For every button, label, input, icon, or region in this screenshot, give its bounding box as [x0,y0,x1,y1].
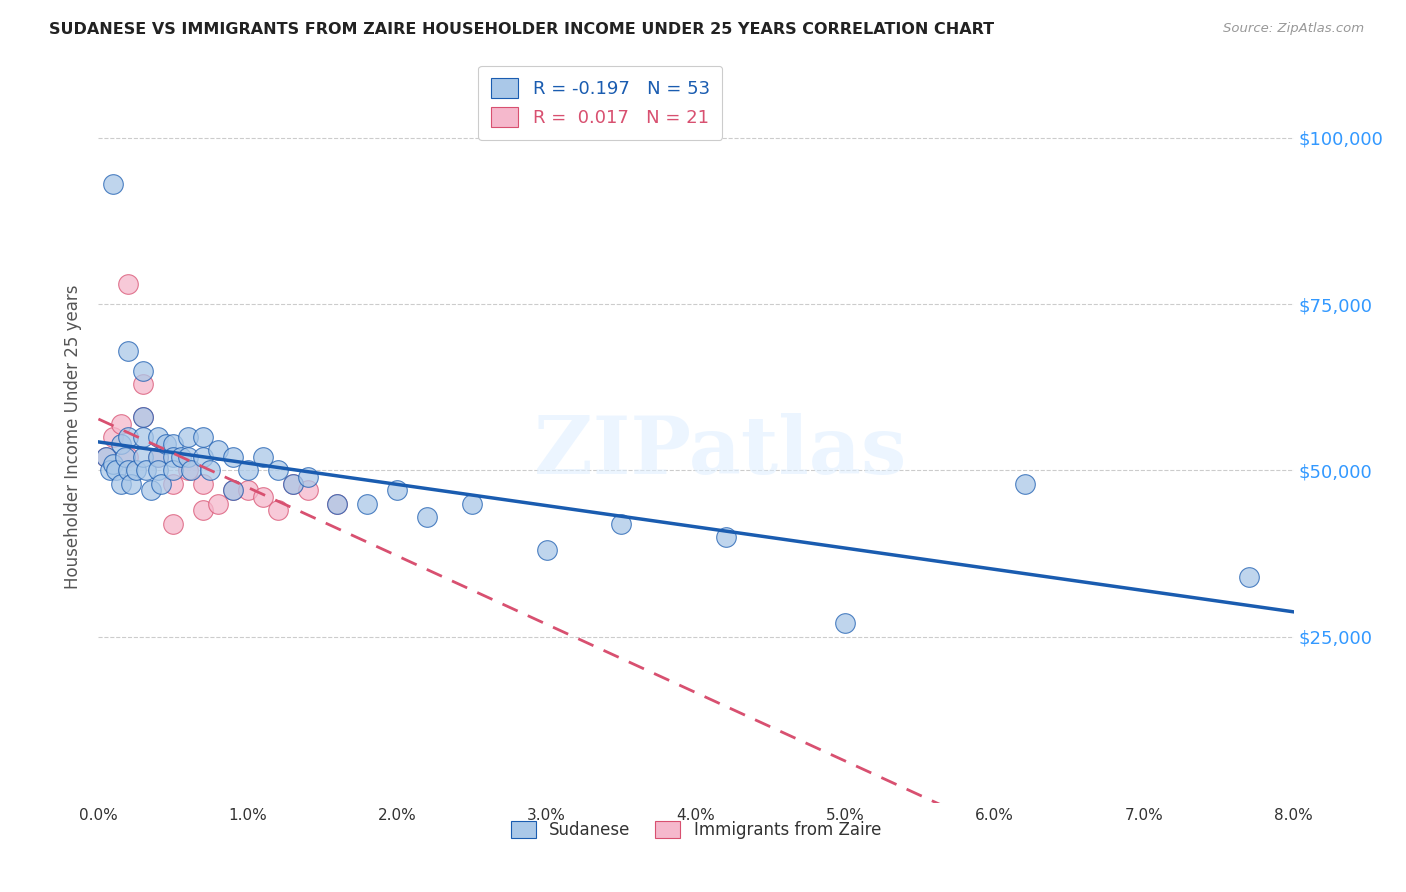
Point [222,450,245,464]
Point [610,516,633,531]
Point [191,503,214,517]
Point [117,277,139,292]
Point [207,443,229,458]
Point [114,450,136,464]
Point [110,476,132,491]
Point [267,503,290,517]
Point [132,410,155,425]
Point [461,497,484,511]
Point [120,476,142,491]
Point [148,463,170,477]
Point [236,463,259,477]
Point [1014,476,1036,491]
Point [148,450,170,464]
Point [297,483,319,498]
Point [356,497,378,511]
Point [162,450,184,464]
Point [155,436,177,450]
Point [267,463,290,477]
Point [281,476,304,491]
Text: ZIPatlas: ZIPatlas [534,413,905,491]
Point [281,476,304,491]
Point [191,476,214,491]
Point [297,470,319,484]
Point [416,509,439,524]
Point [117,430,139,444]
Point [132,410,155,425]
Point [222,483,245,498]
Point [252,490,274,504]
Point [125,463,148,477]
Point [326,497,349,511]
Point [385,483,409,498]
Point [139,483,162,498]
Point [162,476,184,491]
Point [834,616,856,631]
Point [180,463,202,477]
Point [536,543,558,558]
Point [148,430,170,444]
Y-axis label: Householder Income Under 25 years: Householder Income Under 25 years [65,285,83,590]
Point [191,450,214,464]
Text: Source: ZipAtlas.com: Source: ZipAtlas.com [1223,22,1364,36]
Point [94,450,117,464]
Point [117,450,139,464]
Point [135,463,157,477]
Point [103,457,125,471]
Point [132,376,155,391]
Point [177,430,200,444]
Point [148,450,170,464]
Point [177,463,200,477]
Point [177,450,200,464]
Point [191,430,214,444]
Point [207,497,229,511]
Point [132,450,155,464]
Legend: Sudanese, Immigrants from Zaire: Sudanese, Immigrants from Zaire [505,814,887,846]
Point [252,450,274,464]
Point [1237,570,1260,584]
Point [169,450,191,464]
Point [132,363,155,377]
Point [132,430,155,444]
Point [200,463,222,477]
Point [222,483,245,498]
Point [326,497,349,511]
Point [103,178,125,192]
Point [117,343,139,358]
Point [110,436,132,450]
Point [162,436,184,450]
Point [103,430,125,444]
Point [162,516,184,531]
Point [98,463,122,477]
Point [94,450,117,464]
Point [714,530,737,544]
Point [110,417,132,431]
Point [105,463,128,477]
Point [150,476,173,491]
Point [236,483,259,498]
Point [117,463,139,477]
Point [162,463,184,477]
Text: SUDANESE VS IMMIGRANTS FROM ZAIRE HOUSEHOLDER INCOME UNDER 25 YEARS CORRELATION : SUDANESE VS IMMIGRANTS FROM ZAIRE HOUSEH… [49,22,994,37]
